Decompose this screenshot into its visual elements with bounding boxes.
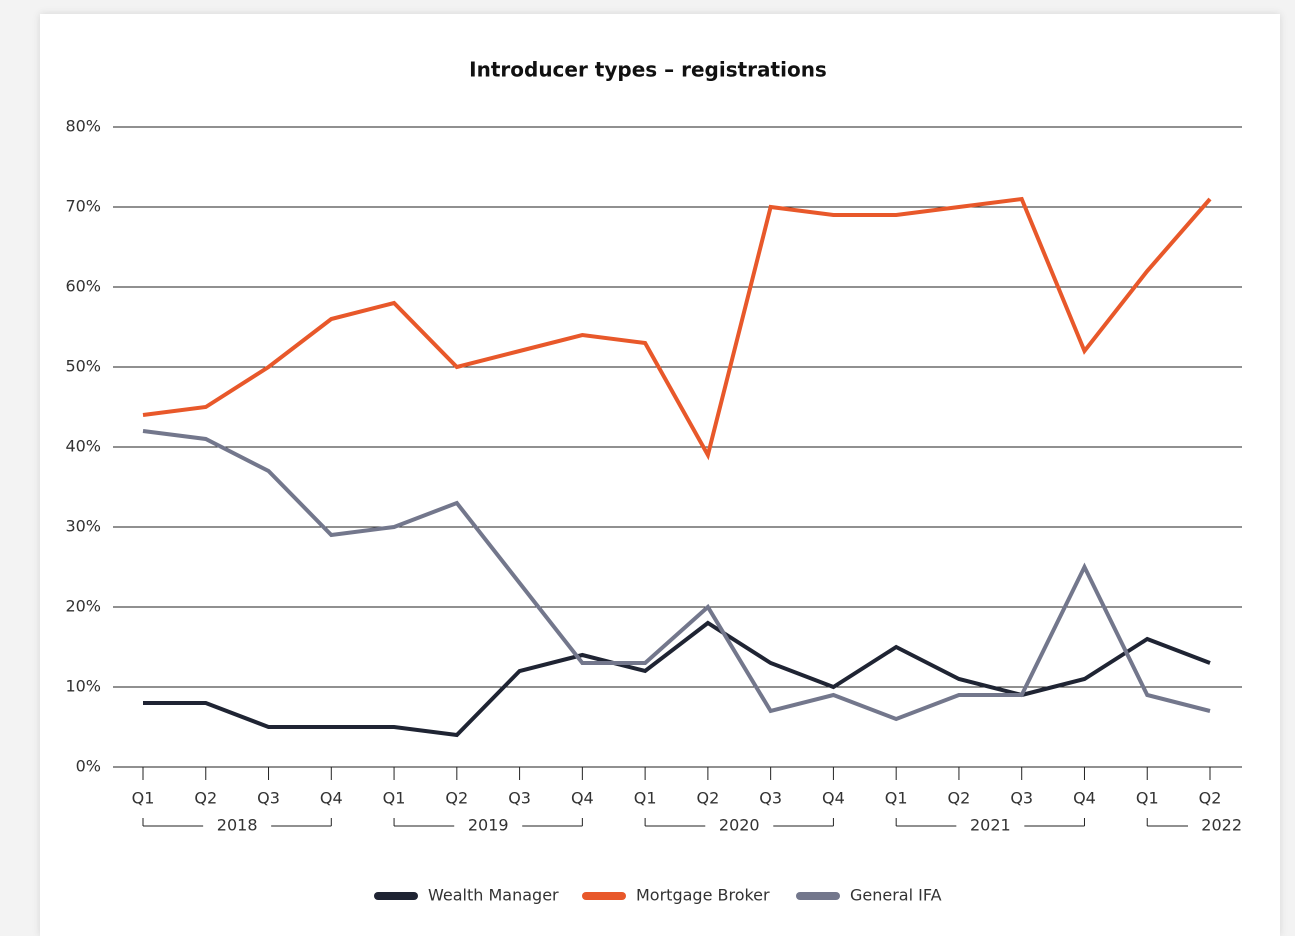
x-tick-label: Q4 — [1073, 789, 1096, 808]
y-tick-label: 10% — [65, 677, 101, 696]
x-tick-label: Q1 — [132, 789, 155, 808]
group-label: 2022 — [1201, 816, 1242, 835]
legend-label: Wealth Manager — [428, 886, 559, 905]
x-tick-label: Q2 — [194, 789, 217, 808]
y-tick-label: 30% — [65, 517, 101, 536]
x-tick-label: Q1 — [1136, 789, 1159, 808]
y-tick-label: 40% — [65, 437, 101, 456]
x-tick-label: Q4 — [571, 789, 594, 808]
group-label: 2018 — [217, 816, 258, 835]
y-tick-label: 0% — [76, 757, 101, 776]
y-tick-label: 60% — [65, 277, 101, 296]
x-tick-label: Q1 — [634, 789, 657, 808]
group-label: 2021 — [970, 816, 1011, 835]
x-tick-label: Q2 — [948, 789, 971, 808]
x-tick-label: Q3 — [1010, 789, 1033, 808]
series-line — [142, 196, 1212, 461]
card — [40, 14, 1280, 936]
y-tick-label: 50% — [65, 357, 101, 376]
legend-label: Mortgage Broker — [636, 886, 770, 905]
x-tick-label: Q1 — [885, 789, 908, 808]
chart-title: Introducer types – registrations — [469, 58, 827, 82]
legend-label: General IFA — [850, 886, 942, 905]
y-tick-label: 70% — [65, 197, 101, 216]
x-tick-label: Q1 — [383, 789, 406, 808]
x-tick-label: Q3 — [759, 789, 782, 808]
group-label: 2019 — [468, 816, 509, 835]
y-tick-label: 20% — [65, 597, 101, 616]
series-line — [143, 620, 1211, 738]
x-tick-label: Q4 — [320, 789, 343, 808]
x-tick-label: Q3 — [508, 789, 531, 808]
x-tick-label: Q2 — [1199, 789, 1222, 808]
series-line — [142, 429, 1211, 722]
x-tick-label: Q3 — [257, 789, 280, 808]
x-tick-label: Q4 — [822, 789, 845, 808]
x-tick-label: Q2 — [445, 789, 468, 808]
y-tick-label: 80% — [65, 117, 101, 136]
x-tick-label: Q2 — [696, 789, 719, 808]
group-label: 2020 — [719, 816, 760, 835]
